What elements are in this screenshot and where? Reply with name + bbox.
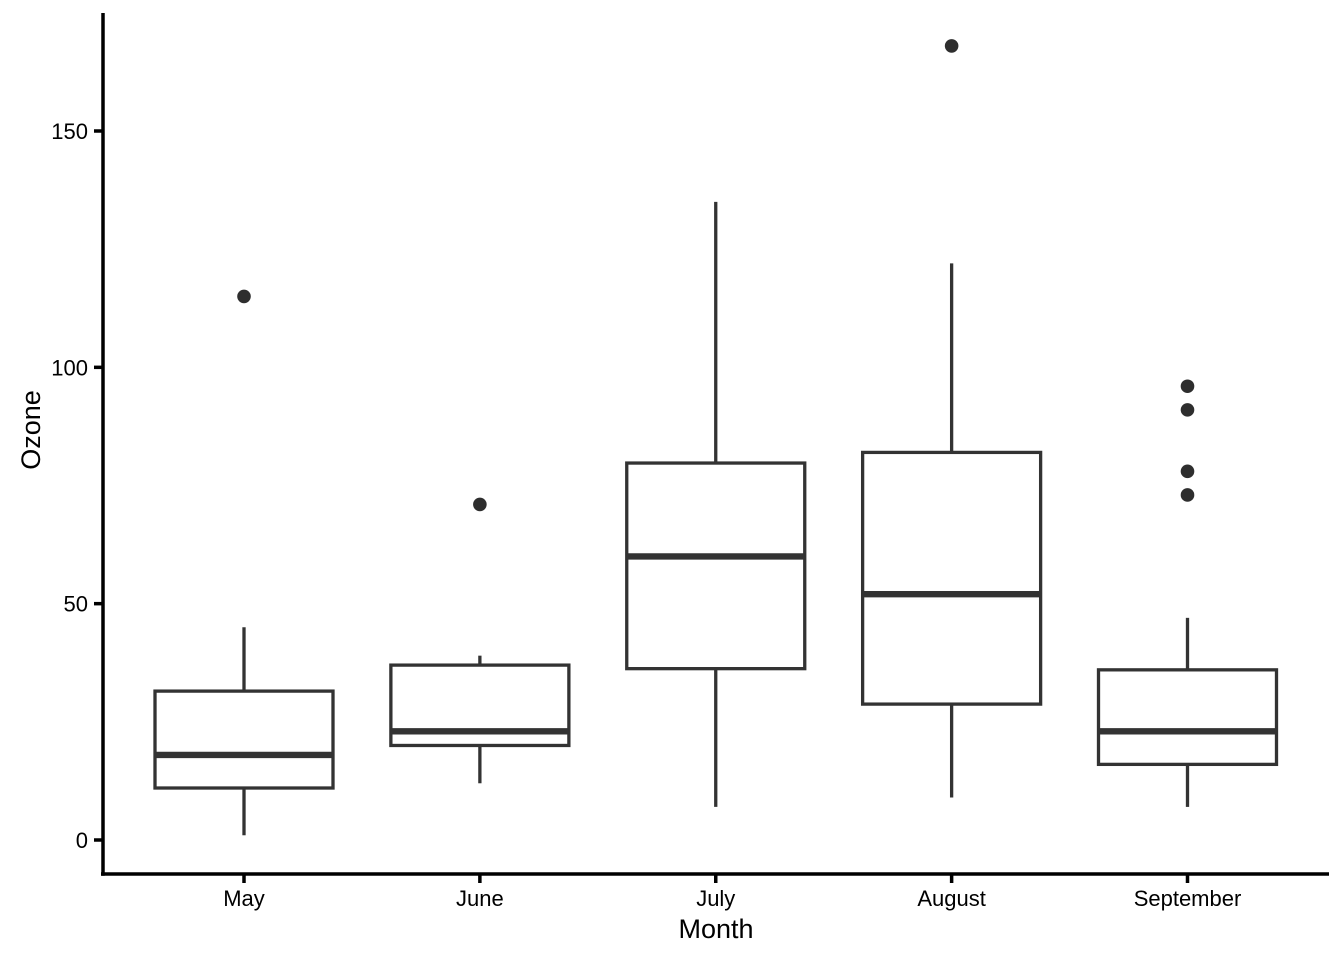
x-tick-label: August: [917, 886, 986, 911]
boxplot-june: [389, 497, 571, 784]
y-tick-label: 150: [51, 119, 88, 144]
x-tick-label: May: [223, 886, 265, 911]
boxplot-may: [153, 289, 335, 836]
y-tick-label: 50: [64, 592, 88, 617]
x-tick-label: July: [696, 886, 735, 911]
iqr-box: [625, 461, 807, 671]
x-tick-label: September: [1134, 886, 1242, 911]
outlier-point: [1180, 488, 1195, 502]
iqr-box: [153, 689, 335, 790]
outlier-point: [473, 497, 487, 512]
outlier-point: [237, 289, 251, 304]
y-tick-label: 0: [76, 828, 88, 853]
boxplot-august: [860, 39, 1043, 798]
iqr-box: [860, 450, 1043, 706]
boxplot-july: [625, 201, 807, 807]
outlier-point: [944, 39, 959, 53]
y-tick-label: 100: [51, 355, 88, 380]
y-axis-title: Ozone: [16, 390, 46, 470]
outlier-point: [1180, 464, 1195, 479]
plot-area: 0 50 100 150 May June July August September: [51, 13, 1329, 911]
outlier-point: [1180, 403, 1195, 417]
outlier-point: [1180, 379, 1195, 394]
boxplot-september: [1096, 379, 1279, 807]
iqr-box: [1096, 668, 1279, 767]
x-axis-title: Month: [678, 914, 753, 944]
x-tick-label: June: [456, 886, 504, 911]
